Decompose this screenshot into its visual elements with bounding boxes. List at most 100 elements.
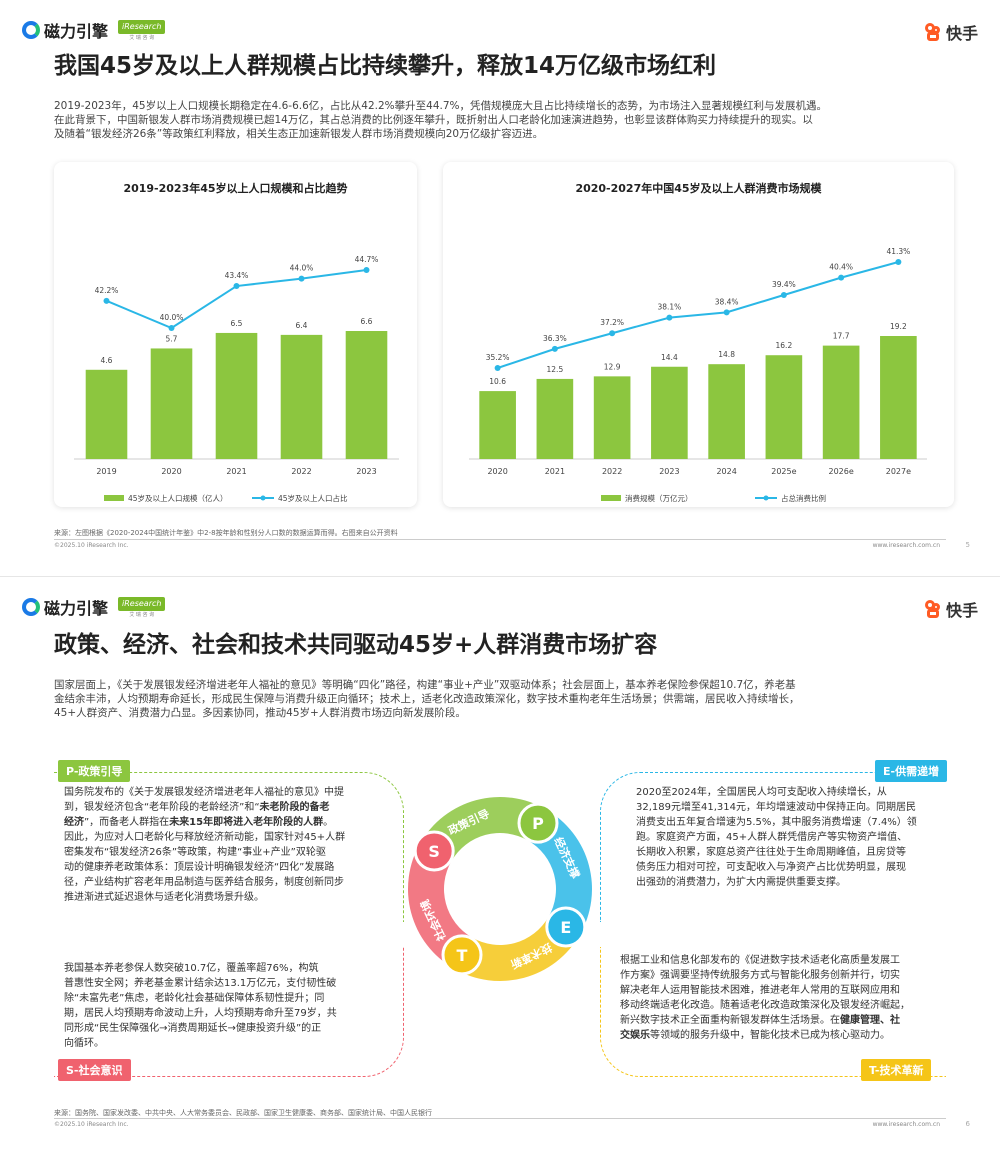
kuaishou-logo-icon [924, 23, 943, 41]
bar-value-label: 12.5 [547, 365, 564, 374]
box-line: 普惠性安全网；养老基金累计结余达13.1万亿元，支付韧性破 [64, 978, 337, 989]
line-value-label: 35.2% [486, 353, 510, 362]
x-tick-label: 2026e [828, 467, 853, 476]
box-line: 长期收入积累，家庭总资产往往处于生命周期峰值，且房贷等 [636, 847, 906, 858]
consumption-chart-card: 2020-2027年中国45岁及以上人群消费市场规模 10.6 2020 12.5 2… [443, 162, 954, 507]
slide-page-6: 磁力引擎 iResearch 艾 瑞 咨 询 快手 政策、经济、社会和技术共同驱… [0, 577, 1000, 1153]
source-note: 来源：左图根据《2020-2024中国统计年鉴》中2-8按年龄和性别分人口数的数… [54, 529, 398, 537]
page-divider [0, 576, 1000, 577]
intro-line: 2019-2023年，45岁以上人口规模长期稳定在4.6-6.6亿，占比从42.… [54, 100, 827, 112]
line-value-label: 38.4% [715, 297, 739, 306]
x-tick-label: 2023 [356, 467, 376, 476]
line-point [103, 297, 110, 304]
x-tick-label: 2022 [602, 467, 622, 476]
x-tick-label: 2019 [96, 467, 116, 476]
x-tick-label: 2020 [487, 467, 507, 476]
iresearch-logo-sub: 艾 瑞 咨 询 [129, 611, 155, 618]
bar [651, 366, 688, 459]
cili-engine-logo-icon [22, 21, 40, 39]
population-chart: 4.6 2019 5.7 2020 6.5 2021 6.4 2022 6.6 2023 42.2%… [74, 255, 399, 503]
iresearch-logo: iResearch 艾 瑞 咨 询 [118, 596, 166, 618]
bar-value-label: 12.9 [604, 362, 621, 371]
intro-line: 及随着“银发经济26条”等政策红利释放，相关生态正加速新银发人群市场消费规模向2… [54, 128, 544, 140]
box-line: 移动终端适老化改造。随着适老化改造政策深化及银发经济崛起， [620, 1000, 910, 1011]
ring-node-letter-e: E [560, 918, 571, 937]
bar-value-label: 19.2 [890, 322, 907, 331]
tag-economy: E-供需递增 [875, 760, 948, 782]
legend-line-label: 45岁及以上人口占比 [278, 493, 348, 503]
line-point [780, 292, 787, 299]
box-line: 向循环。 [64, 1038, 104, 1049]
footer-divider [54, 539, 946, 540]
tag-society: S-社会意识 [58, 1059, 131, 1081]
legend-bar-label: 45岁及以上人口规模（亿人） [128, 493, 228, 503]
cili-engine-logo: 磁力引擎 [22, 595, 108, 619]
box-line: 消费支出五年复合增速为5.5%，其中服务消费增速（7.4%）领 [636, 817, 917, 828]
copyright: ©2025.10 iResearch Inc. [54, 542, 129, 549]
ring-node-e [545, 906, 587, 948]
bar-value-label: 14.8 [718, 350, 735, 359]
line-value-label: 43.4% [225, 271, 249, 280]
legend-line-label: 占总消费比例 [781, 493, 826, 503]
legend-bar-label: 消费规模（万亿元） [625, 493, 693, 503]
ring-node-letter-s: S [428, 842, 440, 861]
cili-engine-logo-text: 磁力引擎 [44, 22, 109, 41]
intro-line: 国家层面上，《关于发展银发经济增进老年人福祉的意见》等明确“四化”路径，构建“事… [54, 679, 796, 691]
page-title: 政策、经济、社会和技术共同驱动45岁+人群消费市场扩容 [54, 632, 658, 658]
series-line [497, 261, 899, 369]
cili-engine-logo-icon [22, 598, 40, 616]
line-point [298, 275, 305, 282]
line-value-label: 40.0% [160, 313, 184, 322]
line-value-label: 41.3% [886, 247, 910, 256]
bar-value-label: 10.6 [489, 377, 506, 386]
intro-line: 在此背景下，中国新银发人群市场消费规模已超14万亿，其占总消费的比例逐年攀升，既… [54, 114, 813, 126]
box-line: 径，产业结构扩容老年用品制造与医养结合服务，制度创新同步 [64, 877, 344, 888]
line-value-label: 38.1% [657, 303, 681, 312]
connector-e [600, 772, 946, 922]
bar-value-label: 6.5 [231, 319, 243, 328]
box-line: 新兴数字技术正全面重构新银发群体生活场景。在健康管理、社 [620, 1015, 900, 1026]
x-tick-label: 2023 [659, 467, 679, 476]
site-link[interactable]: www.iresearch.com.cn [872, 1121, 940, 1128]
x-tick-label: 2021 [545, 467, 565, 476]
bar [880, 336, 917, 459]
line-point [895, 259, 902, 265]
ring-node-letter-t: T [457, 946, 468, 965]
line-value-label: 37.2% [600, 318, 624, 327]
bar [708, 364, 745, 459]
kuaishou-logo-text: 快手 [945, 24, 978, 43]
cili-engine-logo-text: 磁力引擎 [44, 599, 109, 618]
technology-text-box: 根据工业和信息化部发布的《促进数字技术适老化高质量发展工 作方案》强调要坚持传统服… [620, 953, 946, 1043]
iresearch-logo-text: iResearch [118, 19, 166, 34]
iresearch-logo-text: iResearch [118, 596, 166, 611]
policy-text-box: 国务院发布的《关于发展银发经济增进老年人福祉的意见》中提 到，银发经济包含“老年阶… [64, 785, 394, 905]
x-tick-label: 2020 [161, 467, 181, 476]
population-chart-card: 2019-2023年45岁以上人口规模和占比趋势 4.6 2019 5.7 2020 6… [54, 162, 417, 507]
ring-node-s [413, 830, 455, 872]
bar-value-label: 4.6 [101, 356, 113, 365]
x-tick-label: 2021 [226, 467, 246, 476]
box-line: 我国基本养老参保人数突破10.7亿，覆盖率超76%，构筑 [64, 963, 319, 974]
site-link[interactable]: www.iresearch.com.cn [872, 542, 940, 549]
box-line: 债务压力相对可控，可支配收入与净资产占比优势明显，展现 [636, 862, 906, 873]
bar [150, 348, 193, 459]
bar [345, 331, 388, 459]
box-line: 动的健康养老政策体系：顶层设计明确银发经济“四化”发展路 [64, 862, 335, 873]
intro-line: 金结余丰沛，人均预期寿命延长，形成民生保障与消费升级正向循环；技术上，适老化改造… [54, 693, 800, 705]
page-number: 5 [965, 541, 970, 549]
kuaishou-logo: 快手 [924, 597, 978, 621]
line-value-label: 42.2% [95, 286, 119, 295]
line-point [609, 330, 616, 337]
bar [765, 355, 803, 459]
line-point [723, 309, 730, 316]
line-point [666, 314, 673, 321]
bar-value-label: 14.4 [661, 353, 678, 362]
line-value-label: 40.4% [829, 263, 853, 272]
ring-node-letter-p: P [532, 814, 544, 833]
bar-value-label: 17.7 [833, 332, 850, 341]
line-point [551, 345, 558, 352]
bar [822, 345, 860, 459]
box-line: 交娱乐等领域的服务升级中，智能化技术已成为核心驱动力。 [620, 1030, 890, 1041]
x-tick-label: 2025e [771, 467, 796, 476]
box-line: 跑。家庭资产方面，45+人群人群凭借房产等实物资产增值、 [636, 832, 908, 843]
